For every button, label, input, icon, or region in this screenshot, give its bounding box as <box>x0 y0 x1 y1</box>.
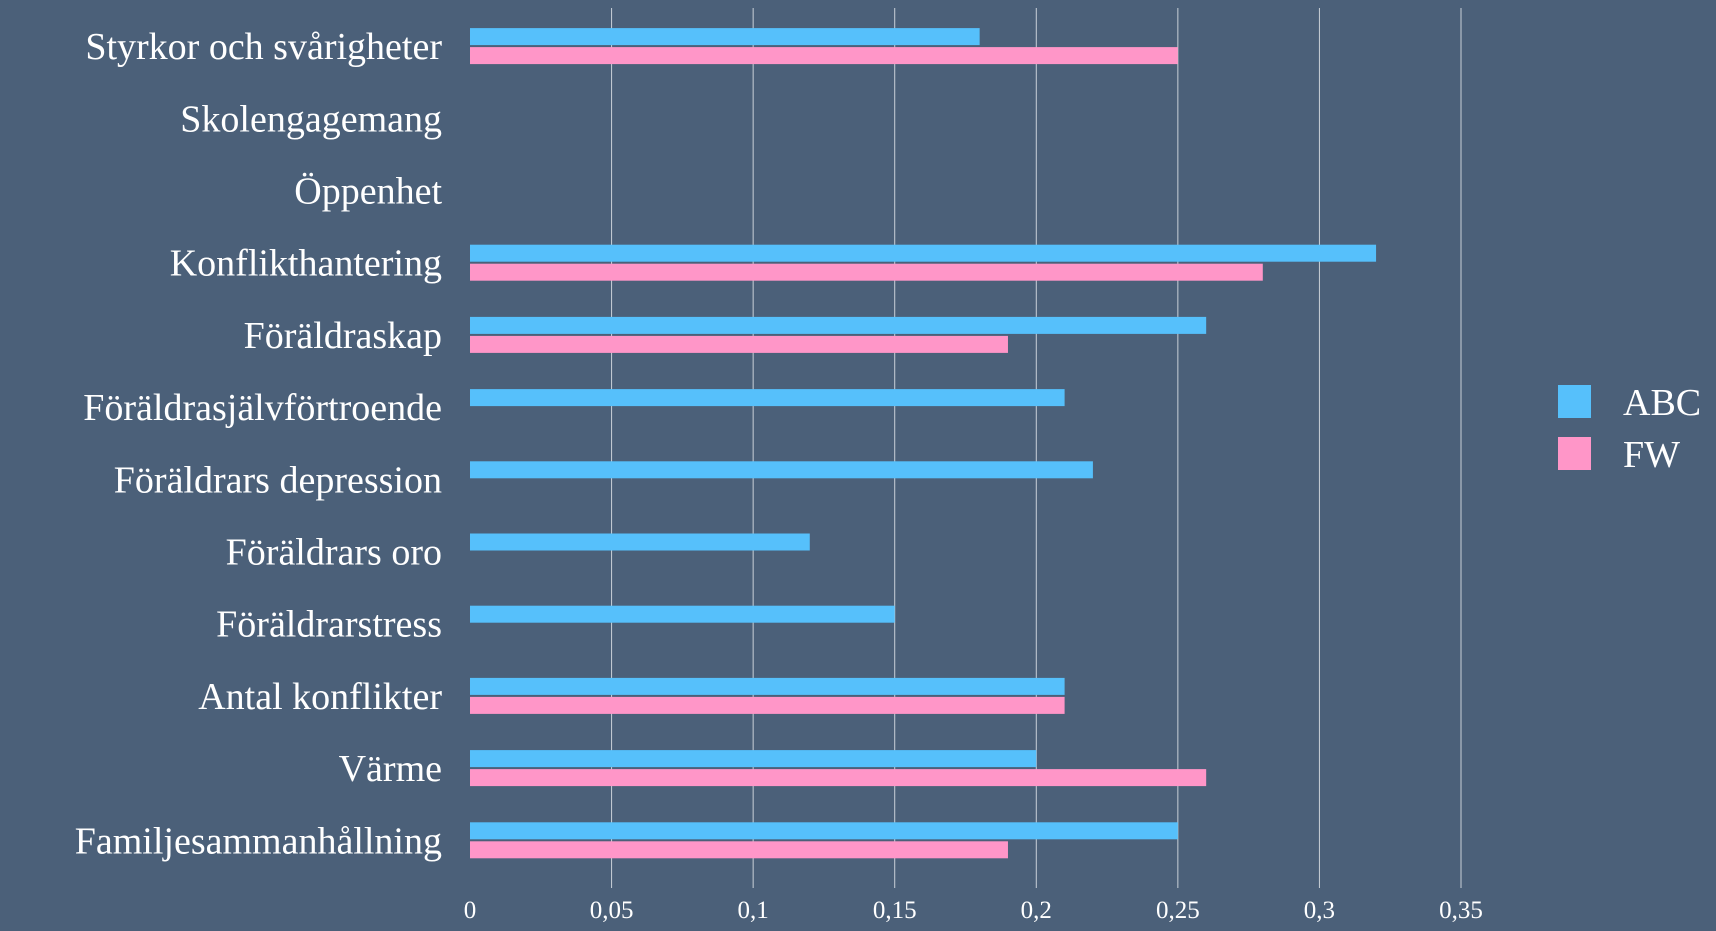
bar-abc <box>470 822 1178 840</box>
x-tick-label: 0,15 <box>873 897 917 924</box>
x-tick-label: 0,25 <box>1156 897 1200 924</box>
x-axis-tick-labels: 0 0,05 0,1 0,15 0,2 0,25 0,3 0,35 <box>464 897 1483 924</box>
bar-fw <box>470 841 1008 859</box>
legend-swatch-abc <box>1558 385 1591 418</box>
category-label: Antal konflikter <box>198 676 442 718</box>
x-tick-label: 0,1 <box>738 897 769 924</box>
legend-label-abc: ABC <box>1623 382 1701 424</box>
category-label: Styrkor och svårigheter <box>85 26 442 68</box>
category-label: Öppenhet <box>294 171 442 213</box>
legend-label-fw: FW <box>1623 434 1680 476</box>
x-tick-label: 0 <box>464 897 477 924</box>
bar-abc <box>470 28 980 46</box>
category-label: Värme <box>339 748 442 790</box>
bars <box>470 28 1377 859</box>
x-tick-label: 0,35 <box>1439 897 1483 924</box>
category-label: Föräldrarstress <box>216 604 442 646</box>
gridlines <box>611 8 1462 888</box>
category-label: Föräldraskap <box>244 315 442 357</box>
bar-abc <box>470 750 1037 768</box>
bar-abc <box>470 533 810 551</box>
category-label: Konflikthantering <box>170 243 442 285</box>
bar-abc <box>470 316 1207 334</box>
category-label: Föräldrasjälvförtroende <box>83 387 442 429</box>
bar-fw <box>470 696 1065 714</box>
bar-fw <box>470 47 1178 65</box>
bar-fw <box>470 263 1263 281</box>
category-labels: Styrkor och svårigheter Skolengagemang Öpp… <box>75 26 443 862</box>
legend-swatch-fw <box>1558 437 1591 470</box>
category-label: Föräldrars depression <box>114 459 442 501</box>
x-tick-label: 0,2 <box>1021 897 1052 924</box>
bar-fw <box>470 335 1008 353</box>
x-tick-label: 0,3 <box>1304 897 1335 924</box>
category-label: Skolengagemang <box>180 98 442 140</box>
bar-abc <box>470 389 1065 407</box>
x-tick-label: 0,05 <box>590 897 634 924</box>
bar-abc <box>470 461 1093 479</box>
category-label: Föräldrars oro <box>226 532 442 574</box>
bar-abc <box>470 677 1065 695</box>
bar-fw <box>470 769 1207 787</box>
category-label: Familjesammanhållning <box>75 820 442 862</box>
bar-abc <box>470 605 895 623</box>
bar-abc <box>470 244 1377 262</box>
legend: ABC FW <box>1558 382 1701 476</box>
